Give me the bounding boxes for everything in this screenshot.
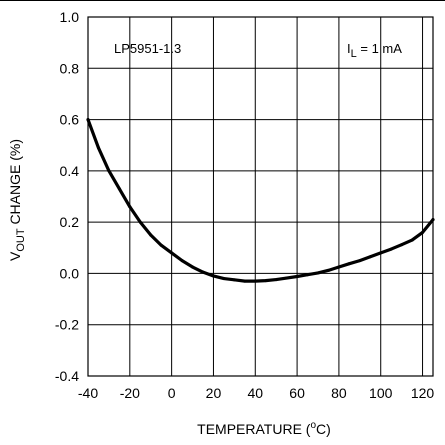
data-point [379, 251, 383, 255]
x-tick-label: 0 [168, 385, 176, 401]
data-point [128, 205, 132, 209]
y-tick-label: 0.2 [60, 214, 80, 230]
data-point [170, 251, 174, 255]
data-point [368, 255, 372, 259]
data-point [117, 187, 121, 191]
y-tick-label: 0.4 [60, 163, 80, 179]
data-point [326, 268, 330, 272]
series-line [86, 117, 435, 283]
plot-area [87, 16, 434, 377]
data-point [180, 259, 184, 263]
data-point [306, 273, 310, 277]
x-axis-tick-labels: -40 -20 0 20 40 60 80 100 120 [78, 385, 435, 401]
y-tick-label: 0.6 [60, 112, 80, 128]
data-point [211, 274, 215, 278]
data-point [337, 265, 341, 269]
x-tick-label: 120 [411, 385, 435, 401]
data-point [285, 276, 289, 280]
x-tick-label: -20 [120, 385, 140, 401]
data-point [264, 279, 268, 283]
x-tick-label: -40 [78, 385, 98, 401]
data-point [243, 279, 247, 283]
x-axis-title: TEMPERATURE (oC) [197, 420, 331, 437]
data-point [138, 220, 142, 224]
data-point [201, 270, 205, 274]
y-tick-label: 0.0 [60, 265, 80, 281]
data-point [316, 271, 320, 275]
grid [87, 16, 433, 377]
data-point [107, 169, 111, 173]
condition-annotation: IL = 1 mA [347, 41, 402, 60]
x-tick-label: 60 [289, 385, 305, 401]
device-annotation: LP5951-1.3 [114, 41, 181, 56]
data-point [253, 279, 257, 283]
data-point [96, 146, 100, 150]
data-point [410, 238, 414, 242]
data-point [86, 118, 90, 122]
x-tick-label: 40 [247, 385, 263, 401]
data-point [295, 275, 299, 279]
y-axis-title: VOUT CHANGE (%) [7, 139, 27, 261]
data-point [431, 218, 435, 222]
x-tick-label: 100 [369, 385, 393, 401]
data-point [347, 262, 351, 266]
y-tick-label: -0.4 [55, 368, 79, 384]
x-tick-label: 20 [206, 385, 222, 401]
data-point [191, 265, 195, 269]
y-tick-label: 0.8 [60, 60, 80, 76]
data-point [389, 247, 393, 251]
y-tick-label: 1.0 [60, 9, 80, 25]
y-tick-label: -0.2 [55, 317, 79, 333]
data-point [222, 277, 226, 281]
data-point [149, 233, 153, 237]
data-point [421, 230, 425, 234]
data-point [159, 243, 163, 247]
data-point [358, 259, 362, 263]
y-axis-tick-labels: -0.4 -0.2 0.0 0.2 0.4 0.6 0.8 1.0 [55, 9, 79, 384]
data-point [400, 243, 404, 247]
series-points [86, 118, 435, 283]
data-point [274, 278, 278, 282]
data-point [232, 278, 236, 282]
x-tick-label: 80 [331, 385, 347, 401]
